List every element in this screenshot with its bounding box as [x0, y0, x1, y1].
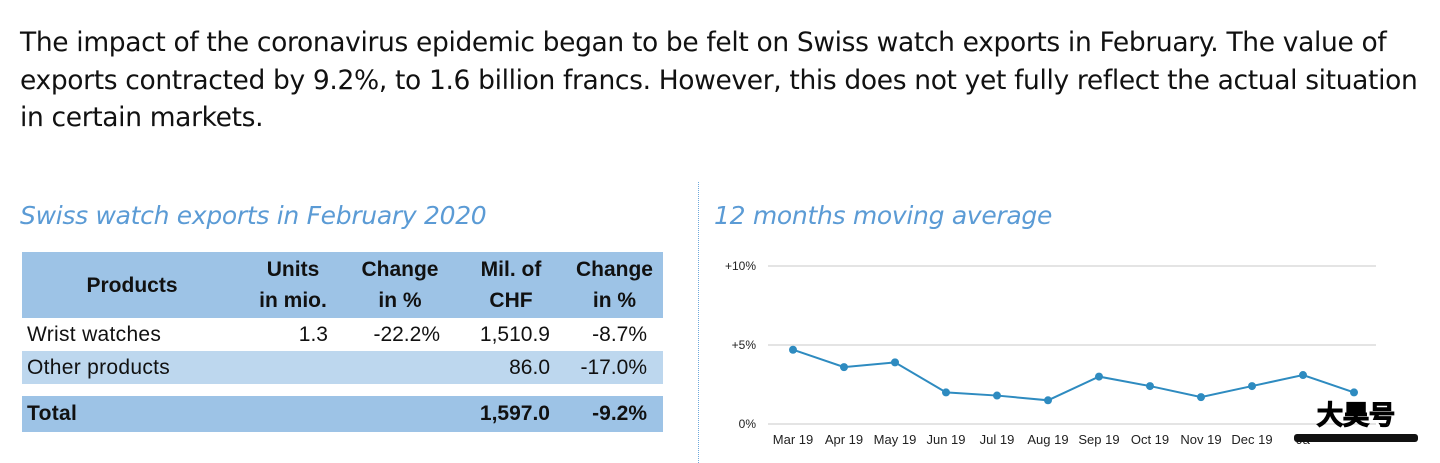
x-tick-label: Apr 19	[825, 432, 863, 447]
header-units-change: Change in %	[344, 252, 456, 318]
table-header-row: Products Units in mio. Change in % Mil. of…	[22, 252, 663, 318]
row-product: Wrist watches	[27, 322, 162, 346]
intro-paragraph: The impact of the coronavirus epidemic b…	[20, 27, 1418, 133]
series-line	[792, 348, 1355, 402]
x-tick-label: May 19	[874, 432, 917, 447]
table-row: Other products 86.0 -17.0%	[22, 351, 663, 384]
data-point	[993, 391, 1001, 400]
x-tick-label: Nov 19	[1180, 432, 1221, 447]
watermark-logo: 大昊号	[1294, 400, 1418, 442]
header-value-change: Change in %	[566, 252, 663, 318]
data-point	[1197, 393, 1205, 402]
header-value-chf: Mil. of CHF	[456, 252, 566, 318]
x-tick-label: Dec 19	[1231, 432, 1272, 447]
x-tick-label: Jul 19	[980, 432, 1015, 447]
data-point	[891, 358, 899, 367]
row-units	[242, 351, 344, 384]
chart-title: 12 months moving average	[714, 201, 1053, 230]
table-row: Wrist watches 1.3 -22.2% 1,510.9 -8.7%	[22, 318, 663, 351]
exports-table: Products Units in mio. Change in % Mil. of…	[22, 252, 663, 432]
data-point	[1248, 382, 1256, 391]
y-tick-label: +5%	[732, 338, 757, 352]
table-spacer	[22, 384, 663, 396]
x-tick-label: Mar 19	[773, 432, 813, 447]
moving-average-chart: 0% +5% +10% Mar 19 Apr 19 May 19 Jun 19 Jul 19 A…	[725, 259, 1376, 447]
y-tick-label: +10%	[725, 259, 756, 273]
data-point	[1044, 396, 1052, 405]
x-tick-label: Aug 19	[1027, 432, 1068, 447]
data-point	[942, 388, 950, 397]
row-units: 1.3	[298, 322, 328, 346]
data-point	[840, 363, 848, 372]
total-label: Total	[22, 396, 242, 432]
total-value-change: -9.2%	[566, 396, 663, 432]
x-tick-label: Sep 19	[1078, 432, 1119, 447]
table-title: Swiss watch exports in February 2020	[20, 201, 487, 230]
row-units-change	[344, 351, 456, 384]
total-value: 1,597.0	[456, 396, 566, 432]
table-total-row: Total 1,597.0 -9.2%	[22, 396, 663, 432]
x-tick-label: Jun 19	[926, 432, 965, 447]
row-value: 1,510.9	[479, 322, 550, 346]
data-point	[1299, 371, 1307, 380]
data-point	[789, 345, 797, 354]
header-products: Products	[22, 252, 242, 318]
row-product: Other products	[22, 351, 242, 384]
x-tick-label: Oct 19	[1131, 432, 1169, 447]
total-units-change	[344, 396, 456, 432]
row-units-change: -22.2%	[373, 322, 440, 346]
section-divider	[698, 182, 699, 463]
data-point	[1146, 382, 1154, 391]
data-point	[1350, 388, 1358, 397]
watermark-logo-text: 大昊号	[1317, 401, 1395, 431]
y-tick-label: 0%	[739, 417, 757, 431]
row-value-change: -17.0%	[566, 351, 663, 384]
row-value-change: -8.7%	[592, 322, 647, 346]
header-units: Units in mio.	[242, 252, 344, 318]
data-point	[1095, 372, 1103, 381]
row-value: 86.0	[456, 351, 566, 384]
total-units	[242, 396, 344, 432]
